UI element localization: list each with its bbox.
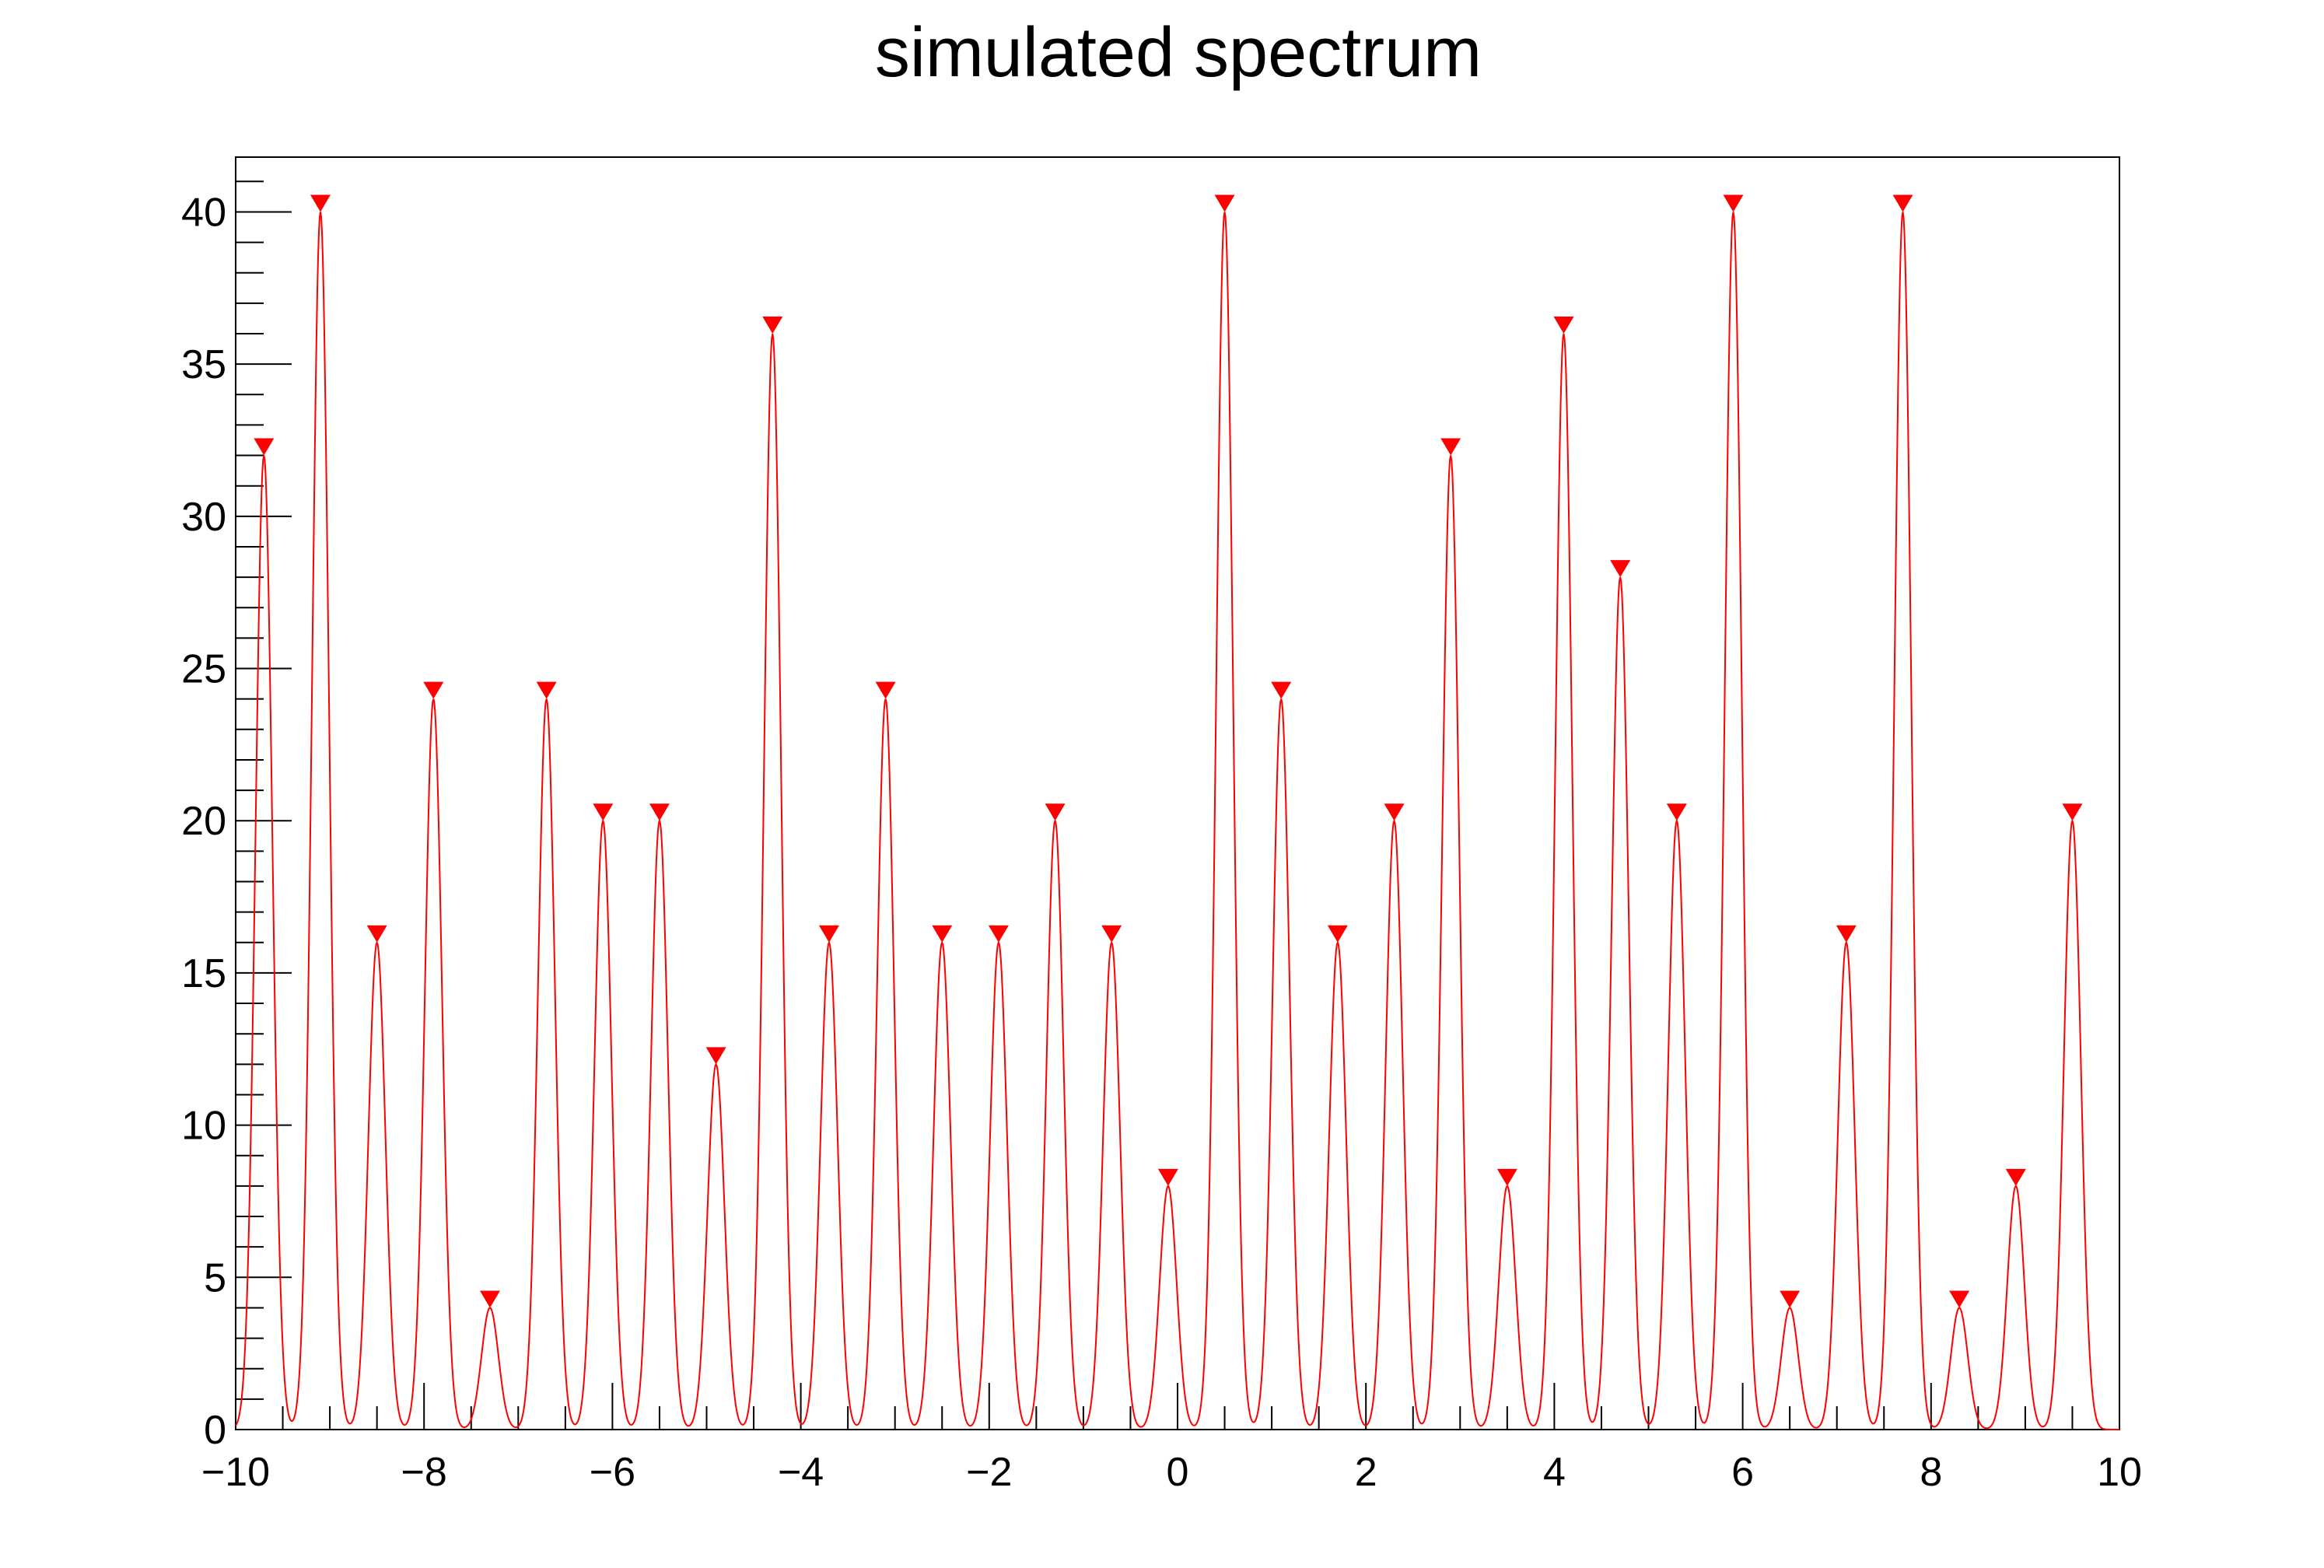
peak-marker — [366, 925, 387, 943]
peak-marker — [1101, 925, 1122, 943]
peak-marker — [705, 1047, 726, 1065]
x-tick-label: 2 — [1355, 1450, 1377, 1495]
peak-marker — [1666, 803, 1687, 821]
plot-frame — [235, 156, 2120, 1430]
x-tick-label: 0 — [1167, 1450, 1189, 1495]
y-tick-label: 5 — [204, 1255, 226, 1300]
peak-marker — [1157, 1168, 1178, 1186]
x-tick-label: −6 — [590, 1450, 635, 1495]
peak-marker — [1271, 681, 1292, 699]
x-tick-label: 8 — [1920, 1450, 1942, 1495]
x-tick-label: −8 — [401, 1450, 447, 1495]
peak-marker — [479, 1290, 500, 1308]
x-tick-label: 6 — [1731, 1450, 1754, 1495]
x-tick-label: −4 — [778, 1450, 824, 1495]
spectrum-line — [235, 212, 2119, 1430]
peak-marker — [762, 317, 783, 334]
peak-marker — [818, 925, 839, 943]
peak-marker — [1610, 560, 1631, 578]
y-tick-label: 35 — [181, 342, 226, 387]
peak-markers — [254, 194, 2083, 1308]
y-tick-label: 0 — [204, 1408, 226, 1453]
x-tick-label: −2 — [966, 1450, 1012, 1495]
peak-marker — [1892, 194, 1913, 212]
x-tick-label: −10 — [201, 1450, 270, 1495]
peak-marker — [1496, 1168, 1517, 1186]
peak-marker — [254, 438, 275, 456]
peak-marker — [593, 803, 614, 821]
peak-marker — [1836, 925, 1857, 943]
peak-marker — [1327, 925, 1348, 943]
peak-marker — [536, 681, 557, 699]
y-axis: 0 5 10 15 20 25 30 35 40 — [181, 180, 292, 1453]
y-tick-label: 15 — [181, 951, 226, 996]
y-tick-label: 10 — [181, 1104, 226, 1149]
peak-marker — [932, 925, 953, 943]
x-tick-label: 10 — [2097, 1450, 2142, 1495]
peak-marker — [423, 681, 444, 699]
chart-title: simulated spectrum — [875, 14, 1482, 92]
y-tick-label: 25 — [181, 647, 226, 692]
peak-marker — [1214, 194, 1235, 212]
peak-marker — [875, 681, 896, 699]
peak-marker — [1949, 1290, 1970, 1308]
peak-marker — [988, 925, 1009, 943]
peak-marker — [1723, 194, 1744, 212]
peak-marker — [1440, 438, 1461, 456]
x-tick-label: 4 — [1543, 1450, 1566, 1495]
peak-marker — [2005, 1168, 2026, 1186]
peak-marker — [310, 194, 331, 212]
peak-marker — [1780, 1290, 1801, 1308]
peak-marker — [649, 803, 670, 821]
y-tick-label: 40 — [181, 190, 226, 235]
peak-marker — [1045, 803, 1066, 821]
x-axis: −10 −8 −6 −4 −2 0 2 4 6 8 10 — [201, 1383, 2142, 1495]
peak-marker — [1384, 803, 1405, 821]
y-tick-label: 30 — [181, 495, 226, 540]
peak-marker — [1553, 317, 1574, 334]
peak-marker — [2062, 803, 2083, 821]
y-tick-label: 20 — [181, 799, 226, 844]
